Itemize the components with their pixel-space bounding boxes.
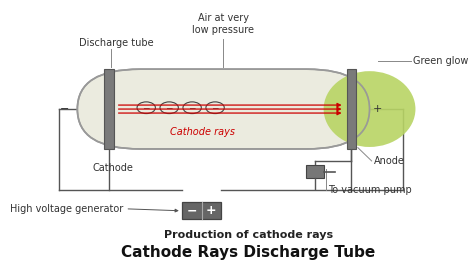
Bar	[104, 69, 114, 149]
Text: Discharge tube: Discharge tube	[80, 38, 154, 48]
Text: Cathode Rays Discharge Tube: Cathode Rays Discharge Tube	[121, 245, 375, 260]
Text: −: −	[143, 103, 150, 112]
Text: Production of cathode rays: Production of cathode rays	[164, 230, 333, 240]
Text: −: −	[211, 103, 219, 112]
Text: −: −	[188, 103, 196, 112]
Bar	[306, 165, 325, 178]
Text: −: −	[60, 104, 70, 114]
FancyBboxPatch shape	[77, 69, 370, 149]
Text: Anode: Anode	[374, 156, 405, 166]
Text: Cathode rays: Cathode rays	[170, 127, 235, 137]
Ellipse shape	[324, 71, 415, 147]
Text: +: +	[205, 204, 216, 217]
Bar	[182, 202, 221, 219]
Text: Cathode: Cathode	[92, 163, 133, 173]
Text: +: +	[373, 104, 383, 114]
Text: −: −	[187, 204, 198, 217]
Text: Green glow: Green glow	[413, 56, 469, 66]
Text: Air at very
low pressure: Air at very low pressure	[192, 13, 255, 35]
Text: −: −	[165, 103, 173, 112]
Text: High voltage generator: High voltage generator	[10, 204, 123, 214]
Text: To vacuum pump: To vacuum pump	[328, 185, 411, 195]
Bar	[346, 69, 356, 149]
